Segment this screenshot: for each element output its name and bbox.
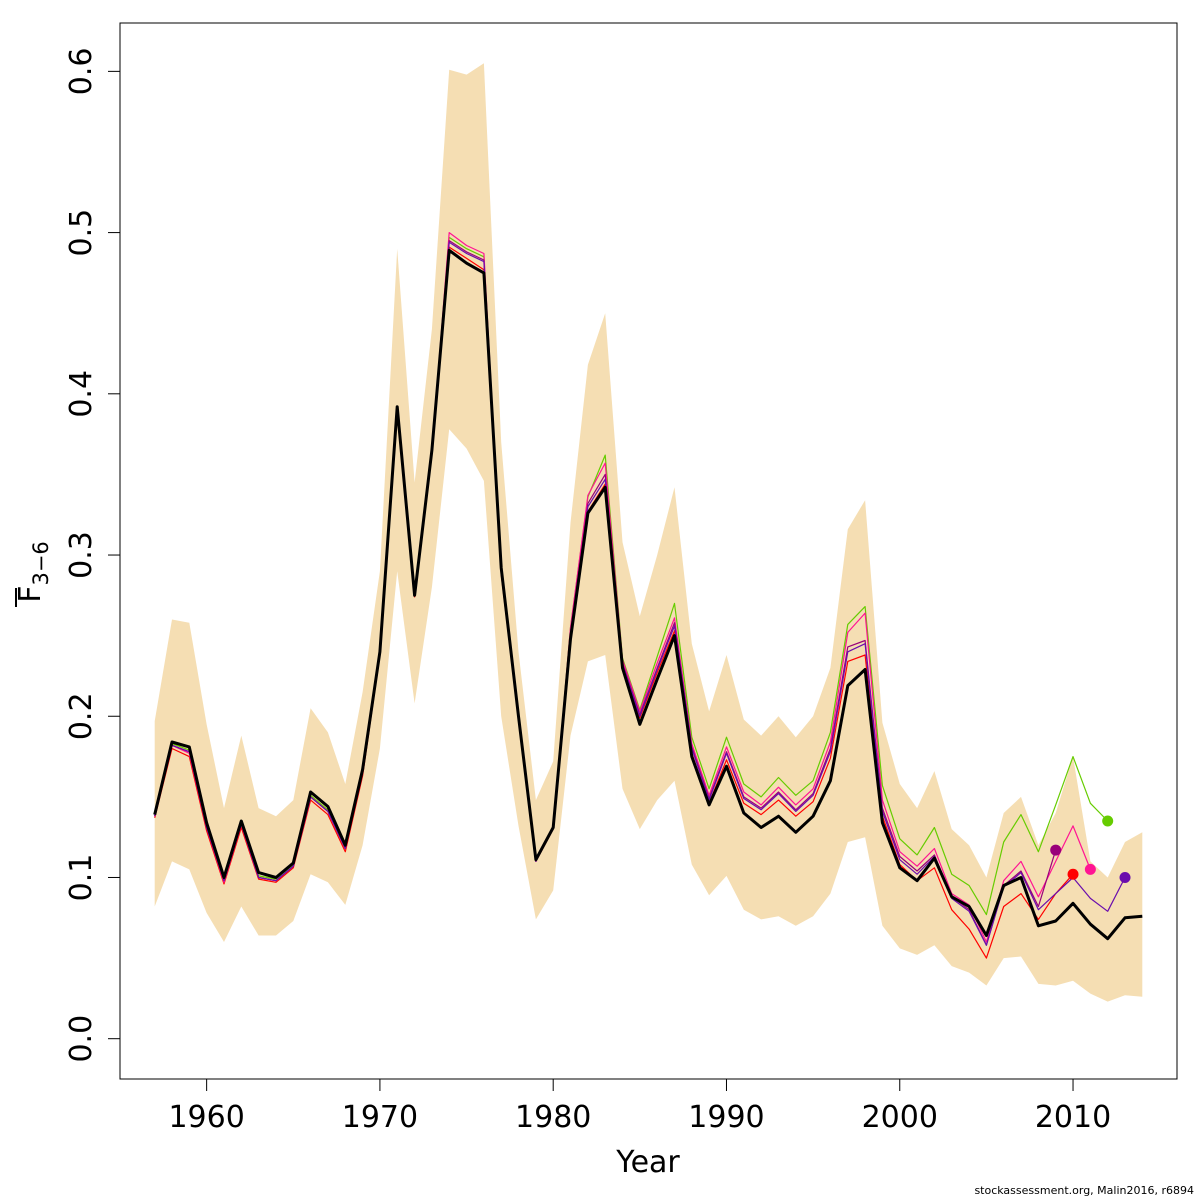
x-tick-label: 1980 <box>515 1100 591 1135</box>
series-endpoint-2 <box>1067 868 1079 880</box>
series-line-5 <box>154 241 1126 946</box>
y-tick-label: 0.5 <box>64 209 99 257</box>
series-layer <box>153 232 1143 959</box>
svg-text:F3−6: F3−6 <box>13 541 53 603</box>
series-endpoint-1 <box>1102 815 1114 827</box>
confidence-band <box>154 63 1143 1002</box>
y-tick-label: 0.0 <box>64 1015 99 1063</box>
y-tick-label: 0.3 <box>64 531 99 579</box>
y-tick-label: 0.2 <box>64 692 99 740</box>
x-tick-label: 1970 <box>342 1100 418 1135</box>
y-axis-title-subscript: 3−6 <box>29 541 53 585</box>
x-tick-label: 2010 <box>1035 1100 1111 1135</box>
y-axis-title: F3−6 <box>13 541 53 607</box>
x-tick-label: 1990 <box>688 1100 764 1135</box>
series-line-main <box>153 248 1143 941</box>
y-axis: 0.0 0.1 0.2 0.3 0.4 0.5 0.6 <box>64 48 121 1063</box>
confidence-band-layer <box>154 63 1143 1002</box>
y-tick-label: 0.6 <box>64 48 99 96</box>
x-axis-title: Year <box>615 1145 680 1180</box>
x-tick-label: 2000 <box>862 1100 938 1135</box>
y-axis-title-main: F <box>13 586 48 603</box>
series-endpoint-4 <box>1050 844 1062 856</box>
endpoint-markers <box>1050 815 1131 883</box>
x-tick-label: 1960 <box>168 1100 244 1135</box>
y-tick-label: 0.4 <box>64 370 99 418</box>
x-axis: 1960 1970 1980 1990 2000 2010 <box>168 1078 1111 1135</box>
series-endpoint-3 <box>1084 863 1096 875</box>
series-endpoint-5 <box>1119 871 1131 883</box>
y-tick-label: 0.1 <box>64 854 99 902</box>
credit-text: stockassessment.org, Malin2016, r6894 <box>974 1184 1194 1197</box>
